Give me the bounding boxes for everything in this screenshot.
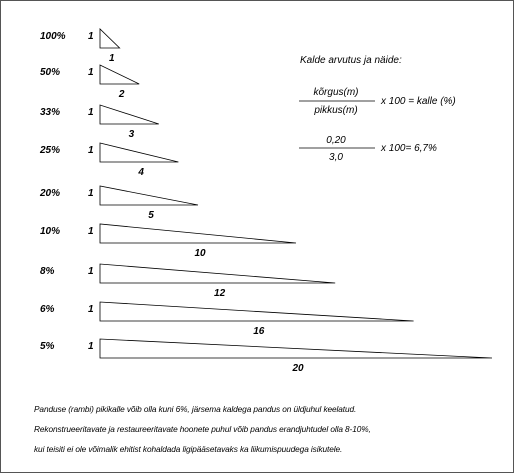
slope-rise-label: 1 (88, 67, 94, 78)
slope-run-label: 5 (148, 210, 154, 221)
formula-title: Kalde arvutus ja näide: (300, 55, 402, 66)
slope-rise-label: 1 (88, 304, 94, 315)
slope-run-label: 12 (214, 288, 226, 299)
slope-percent-label: 33% (40, 107, 60, 118)
slope-percent-label: 50% (40, 67, 60, 78)
note-line-1: Panduse (rambi) pikikalle võib olla kuni… (34, 404, 357, 414)
slope-percent-label: 10% (40, 226, 60, 237)
slope-triangle-4 (99, 142, 179, 163)
note-line-3: kui teisiti ei ole võimalik ehitist koha… (34, 444, 343, 454)
slope-triangle-16 (99, 301, 414, 322)
slope-percent-label: 25% (39, 145, 60, 156)
slope-triangle-1 (99, 28, 121, 49)
example-result: x 100= 6,7% (380, 143, 437, 154)
slope-percent-label: 5% (40, 341, 55, 352)
slope-rise-label: 1 (88, 31, 94, 42)
slope-triangle-2 (99, 64, 140, 85)
slope-run-label: 1 (109, 53, 115, 64)
slope-percent-label: 100% (40, 31, 66, 42)
slope-rise-label: 1 (88, 188, 94, 199)
slope-run-label: 20 (291, 363, 304, 374)
formula-denominator: pikkus(m) (313, 105, 357, 116)
slope-triangle-12 (99, 263, 336, 284)
slope-percent-label: 8% (40, 266, 55, 277)
slope-run-label: 16 (253, 326, 265, 337)
slope-rise-label: 1 (88, 145, 94, 156)
slope-triangle-20 (99, 338, 493, 359)
note-line-2: Rekonstrueeritavate ja restaureeritavate… (34, 424, 371, 434)
slope-percent-label: 6% (40, 304, 55, 315)
slope-percent-label: 20% (39, 188, 60, 199)
slope-rise-label: 1 (88, 226, 94, 237)
example-numerator: 0,20 (326, 135, 346, 146)
slope-run-label: 3 (129, 129, 135, 140)
slope-run-label: 10 (194, 248, 206, 259)
slope-run-label: 4 (137, 167, 144, 178)
formula-numerator: kõrgus(m) (313, 87, 358, 98)
slope-rise-label: 1 (88, 266, 94, 277)
formula-result: x 100 = kalle (%) (380, 96, 456, 107)
slope-triangle-3 (99, 104, 159, 125)
slope-triangle-5 (99, 185, 199, 206)
slope-rise-label: 1 (88, 341, 94, 352)
slope-rise-label: 1 (88, 107, 94, 118)
slope-run-label: 2 (118, 89, 125, 100)
slope-triangle-10 (99, 223, 297, 244)
example-denominator: 3,0 (329, 152, 343, 163)
